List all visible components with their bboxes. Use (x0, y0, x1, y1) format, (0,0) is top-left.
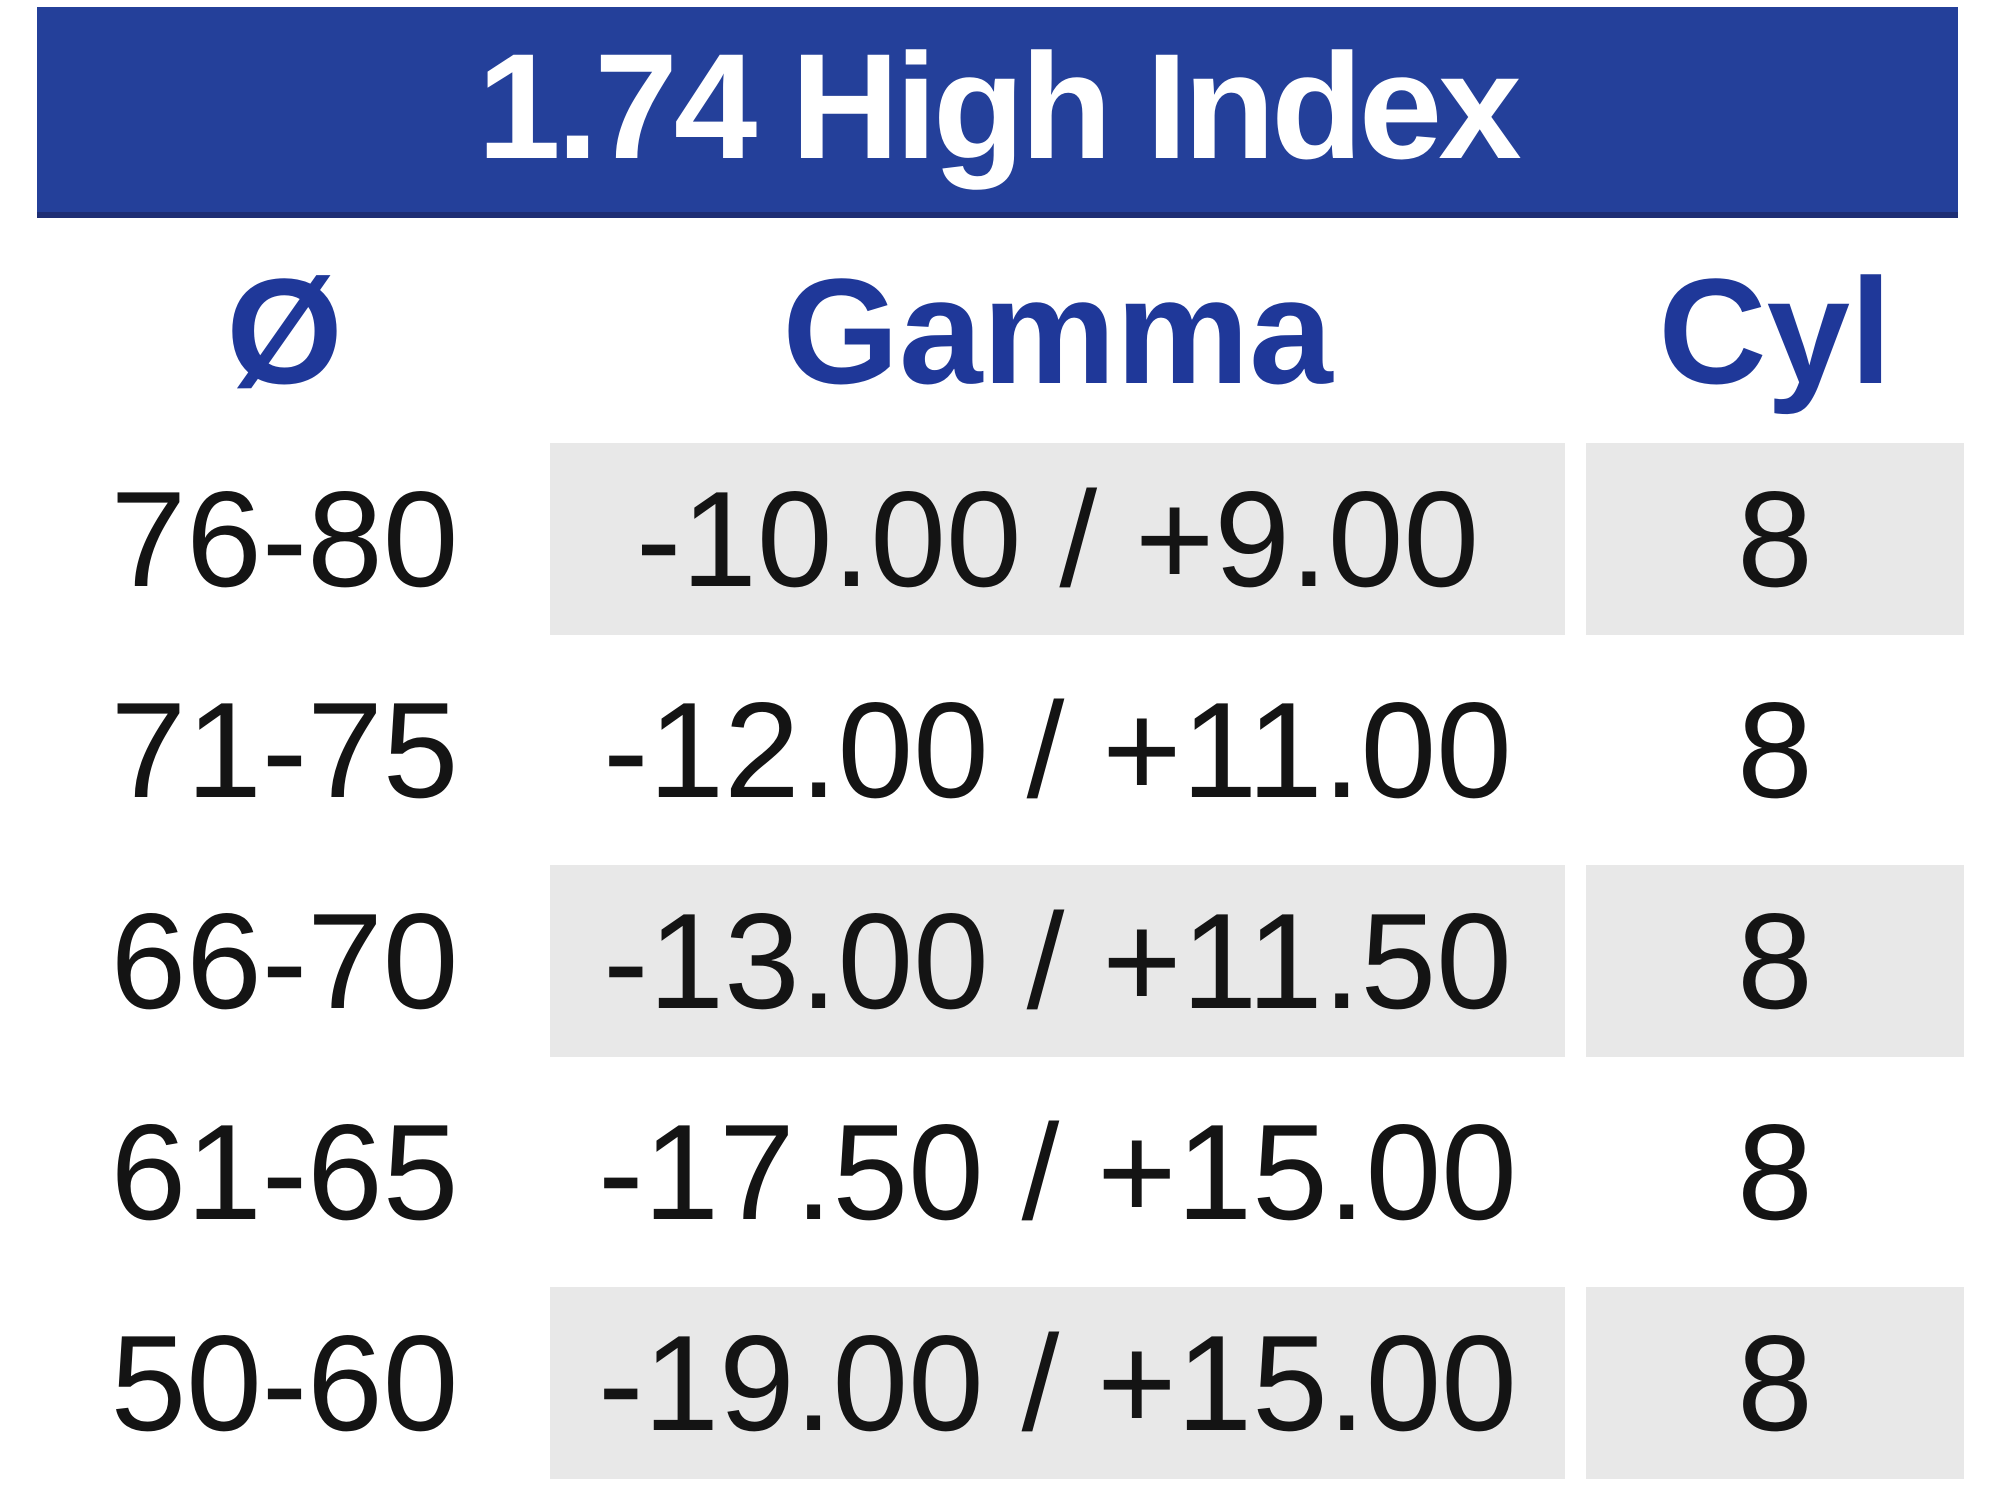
table-row: 66-70 -13.00 / +11.50 8 (40, 865, 1964, 1057)
cell-cyl: 8 (1586, 443, 1964, 635)
cell-gamma: -17.50 / +15.00 (598, 1096, 1517, 1248)
cell-diameter: 66-70 (110, 885, 459, 1037)
cell-diameter: 71-75 (110, 674, 459, 826)
cell-diameter: 50-60 (110, 1307, 459, 1459)
cell-cyl: 8 (1737, 1096, 1813, 1248)
table-row: 61-65 -17.50 / +15.00 8 (40, 1076, 1964, 1268)
table-row: 71-75 -12.00 / +11.00 8 (40, 654, 1964, 846)
table-row: 50-60 -19.00 / +15.00 8 (40, 1287, 1964, 1479)
cell-cyl: 8 (1586, 865, 1964, 1057)
table-title: 1.74 High Index (477, 21, 1521, 190)
column-header-diameter: Ø (226, 246, 343, 415)
cell-diameter: 61-65 (110, 1096, 459, 1248)
data-table: Ø Gamma Cyl 76-80 -10.00 / +9.00 8 71-75… (40, 218, 1964, 1479)
cell-gamma: -12.00 / +11.00 (603, 674, 1512, 826)
cell-gamma: -19.00 / +15.00 (550, 1287, 1565, 1479)
cell-diameter: 76-80 (110, 463, 459, 615)
cell-gamma: -13.00 / +11.50 (550, 865, 1565, 1057)
cell-gamma: -10.00 / +9.00 (550, 443, 1565, 635)
cell-cyl: 8 (1737, 674, 1813, 826)
column-header-row: Ø Gamma Cyl (40, 218, 1964, 443)
column-header-gamma: Gamma (782, 246, 1333, 415)
cell-cyl: 8 (1586, 1287, 1964, 1479)
table-row: 76-80 -10.00 / +9.00 8 (40, 443, 1964, 635)
table-title-bar: 1.74 High Index (37, 7, 1958, 218)
column-header-cyl: Cyl (1658, 246, 1892, 415)
